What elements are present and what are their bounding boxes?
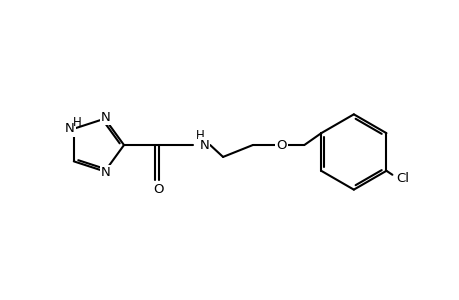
- Text: N: N: [65, 122, 74, 135]
- Text: O: O: [276, 139, 286, 152]
- Text: N: N: [101, 166, 111, 179]
- Text: O: O: [153, 183, 163, 196]
- Text: Cl: Cl: [396, 172, 409, 185]
- Text: H: H: [196, 129, 204, 142]
- Text: H: H: [72, 116, 81, 129]
- Text: N: N: [101, 111, 111, 124]
- Text: N: N: [199, 139, 209, 152]
